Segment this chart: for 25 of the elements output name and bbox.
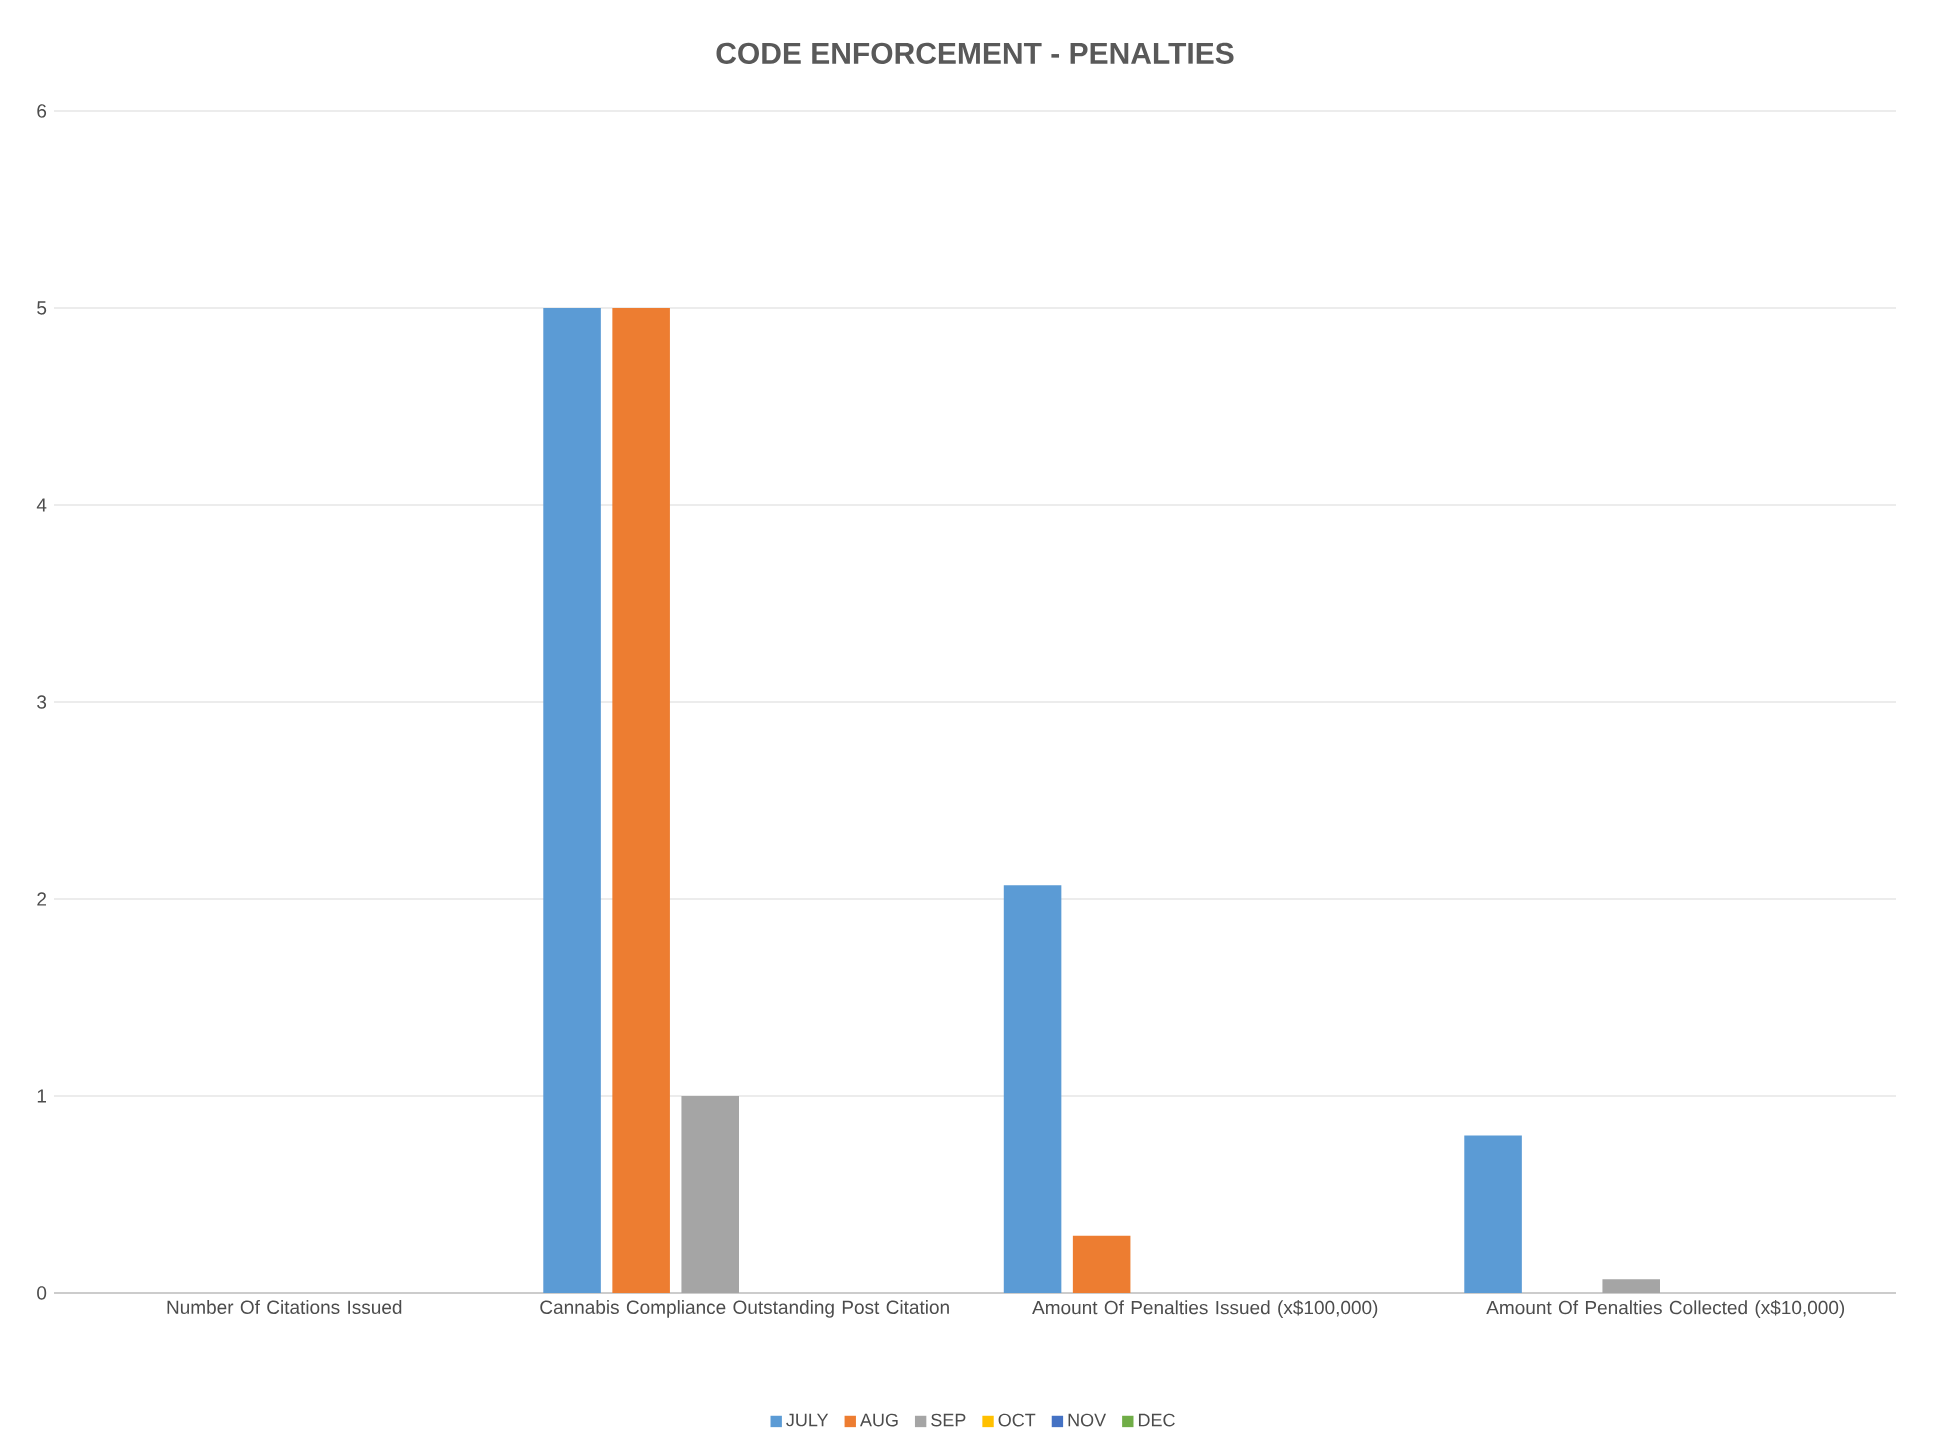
y-tick-label: 5	[37, 301, 47, 315]
legend-label: AUG	[859, 1413, 898, 1427]
legend-label: SEP	[931, 1413, 966, 1427]
legend-label: NOV	[1068, 1413, 1107, 1427]
x-tick-label: Amount Of Penalties Collected (x$10,000)	[1486, 1300, 1845, 1319]
x-tick-label: Amount Of Penalties Issued (x$100,000)	[1032, 1300, 1378, 1319]
bar	[1464, 1135, 1522, 1293]
x-tick-label: Cannabis Compliance Outstanding Post Citation	[540, 1300, 949, 1318]
y-tick-label: 2	[37, 892, 46, 906]
legend-label: DEC	[1138, 1413, 1175, 1427]
y-tick-label: 3	[37, 695, 47, 709]
x-tick-label: Number Of Citations Issued	[167, 1300, 402, 1315]
bar	[1602, 1279, 1660, 1293]
chart-title: CODE ENFORCEMENT - PENALTIES	[716, 42, 1234, 64]
y-tick-label: 1	[37, 1089, 46, 1103]
bar	[612, 307, 670, 1293]
y-tick-label: 4	[36, 498, 47, 512]
y-tick-label: 0	[37, 1286, 47, 1300]
bar	[1003, 885, 1062, 1293]
y-tick-label: 6	[37, 104, 47, 118]
bar	[1072, 1235, 1131, 1293]
bar	[681, 1095, 739, 1293]
bar	[543, 307, 601, 1293]
legend-label: JULY	[786, 1413, 829, 1427]
legend-label: OCT	[998, 1413, 1036, 1427]
